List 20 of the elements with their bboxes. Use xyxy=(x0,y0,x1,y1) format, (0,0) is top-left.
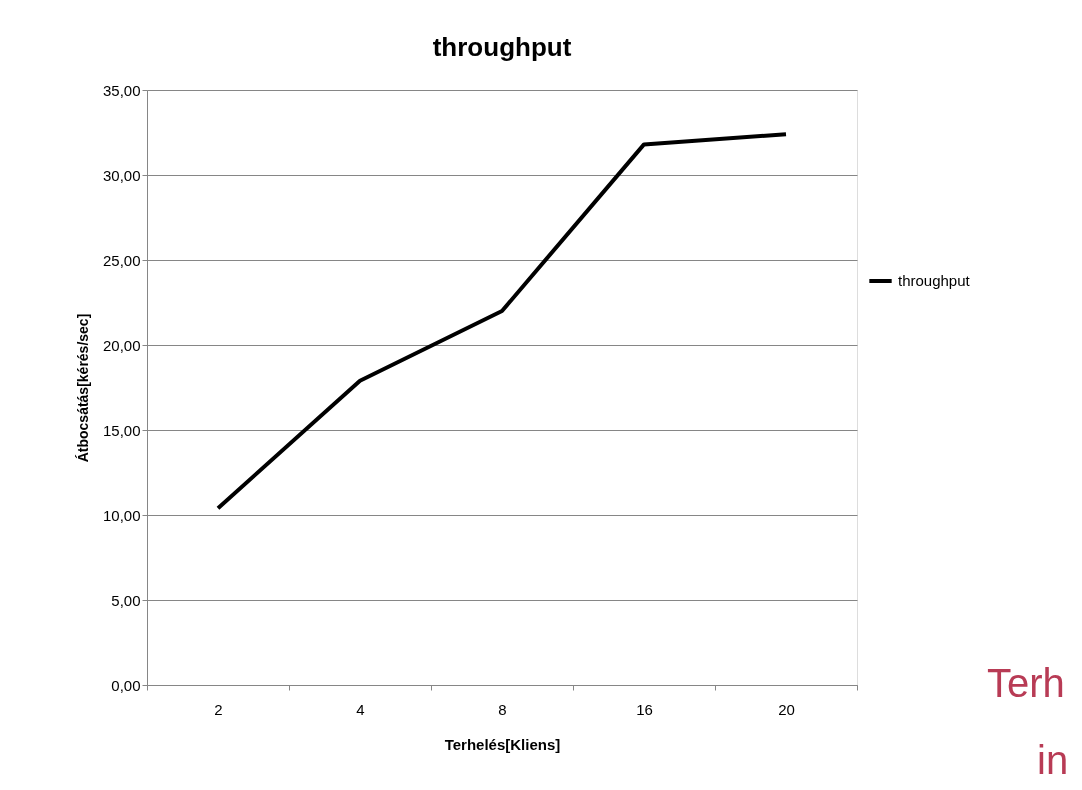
y-tick-label: 25,00 xyxy=(102,251,141,269)
y-tick-label: 15,00 xyxy=(102,421,141,439)
y-axis-title: Átbocsátás[kérés/sec] xyxy=(74,313,91,463)
line-series xyxy=(216,132,788,511)
y-tick-label: 30,00 xyxy=(102,166,141,184)
x-tick-label: 20 xyxy=(778,700,795,718)
legend-label: throughput xyxy=(898,272,971,289)
text: in xyxy=(1037,738,1069,782)
x-tick-label: 16 xyxy=(636,700,653,718)
chart-title: throughput xyxy=(432,32,572,62)
y-tick-label: 20,00 xyxy=(102,336,141,354)
x-tick-label: 4 xyxy=(356,700,365,718)
y-tick-label: 10,00 xyxy=(102,506,141,524)
text: Terh xyxy=(987,661,1065,705)
y-tick-label: 5,00 xyxy=(111,591,141,609)
y-tick-label: 0,00 xyxy=(111,676,141,694)
x-axis-title: Terhelés[Kliens] xyxy=(444,735,561,753)
x-tick-label: 2 xyxy=(214,700,223,718)
y-tick-label: 35,00 xyxy=(102,81,141,99)
x-tick-label: 8 xyxy=(498,700,507,718)
